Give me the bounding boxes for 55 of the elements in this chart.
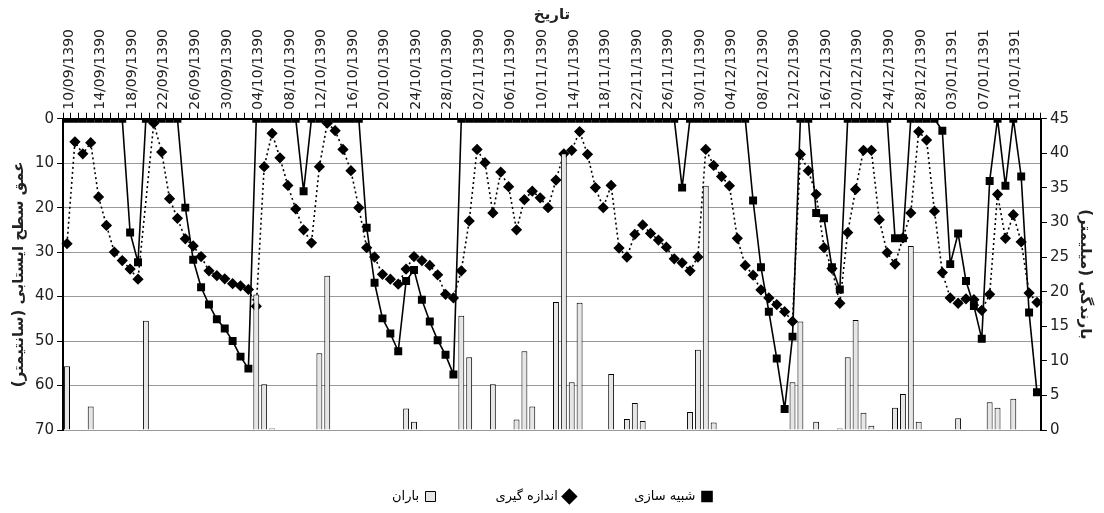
x-tick-label: 30/11/1390 [690,28,707,110]
y-tick-label: 70 [34,419,55,438]
x-tick-label: 22/09/1390 [154,28,171,110]
y2-tick-label: 30 [1049,212,1070,231]
x-tick-label: 26/09/1390 [186,28,203,110]
y2-tick-label: 25 [1049,246,1070,265]
y2-tick-label: 15 [1049,316,1070,335]
x-tick-label: 12/12/1390 [785,28,802,110]
x-tick-label: 22/11/1390 [627,28,644,110]
y-tick-label: 40 [34,286,55,305]
x-tick-label: 10/09/1390 [59,28,76,110]
x-tick-label: 28/10/1390 [438,28,455,110]
y2-tick-label: 5 [1049,385,1060,404]
x-tick-label: 04/10/1390 [249,28,266,110]
legend-label: باران [392,487,420,504]
x-tick-label: 26/11/1390 [659,28,676,110]
y-tick-label: 10 [34,153,55,172]
y-tick-label: 30 [34,242,55,260]
legend-label: شبیه سازی [634,487,696,504]
y2-tick-label: 40 [1049,143,1070,162]
x-tick-label: 02/11/1390 [469,28,486,110]
x-tick-label: 28/12/1390 [911,28,928,110]
x-tick-label: 08/10/1390 [280,28,297,110]
x-tick-label: 08/12/1390 [753,28,770,110]
legend-label: اندازه گیری [495,487,558,504]
y2-tick-label: 20 [1049,281,1070,300]
x-tick-label: 07/01/1391 [974,28,991,110]
y2-axis-title: بارندگی (میلیمتر) [1077,209,1096,340]
x-tick-label: 11/01/1391 [1006,28,1023,110]
x-tick-label: 06/11/1390 [501,28,518,110]
x-tick-label: 16/10/1390 [343,28,360,110]
x-axis-title: تاریخ [533,4,571,23]
y-tick-label: 50 [34,330,55,349]
y-tick-label: 20 [34,197,55,216]
x-tick-label: 12/10/1390 [312,28,329,110]
x-tick-label: 14/09/1390 [91,28,108,110]
x-tick-label: 14/11/1390 [564,28,581,110]
x-tick-label: 18/09/1390 [122,28,139,110]
x-tick-label: 10/11/1390 [533,28,550,110]
x-tick-label: 16/12/1390 [816,28,833,110]
y2-tick-label: 35 [1049,177,1070,196]
x-tick-label: 30/09/1390 [217,28,234,110]
x-tick-label: 18/11/1390 [596,28,613,110]
x-tick-label: 20/12/1390 [848,28,865,110]
y2-tick-label: 10 [1049,350,1070,369]
x-tick-label: 04/12/1390 [722,28,739,110]
x-tick-label: 24/12/1390 [879,28,896,110]
x-tick-label: 20/10/1390 [375,28,392,110]
x-tick-label: 03/01/1391 [943,28,960,110]
x-tick-label: 24/10/1390 [406,28,423,110]
y-tick-label: 60 [34,375,55,394]
y2-tick-label: 45 [1049,108,1070,127]
y-axis-title: عمق سطح ایستابی (سانتیمتر) [8,161,27,388]
y2-tick-label: 0 [1049,419,1060,438]
y-tick-label: 0 [44,108,55,127]
